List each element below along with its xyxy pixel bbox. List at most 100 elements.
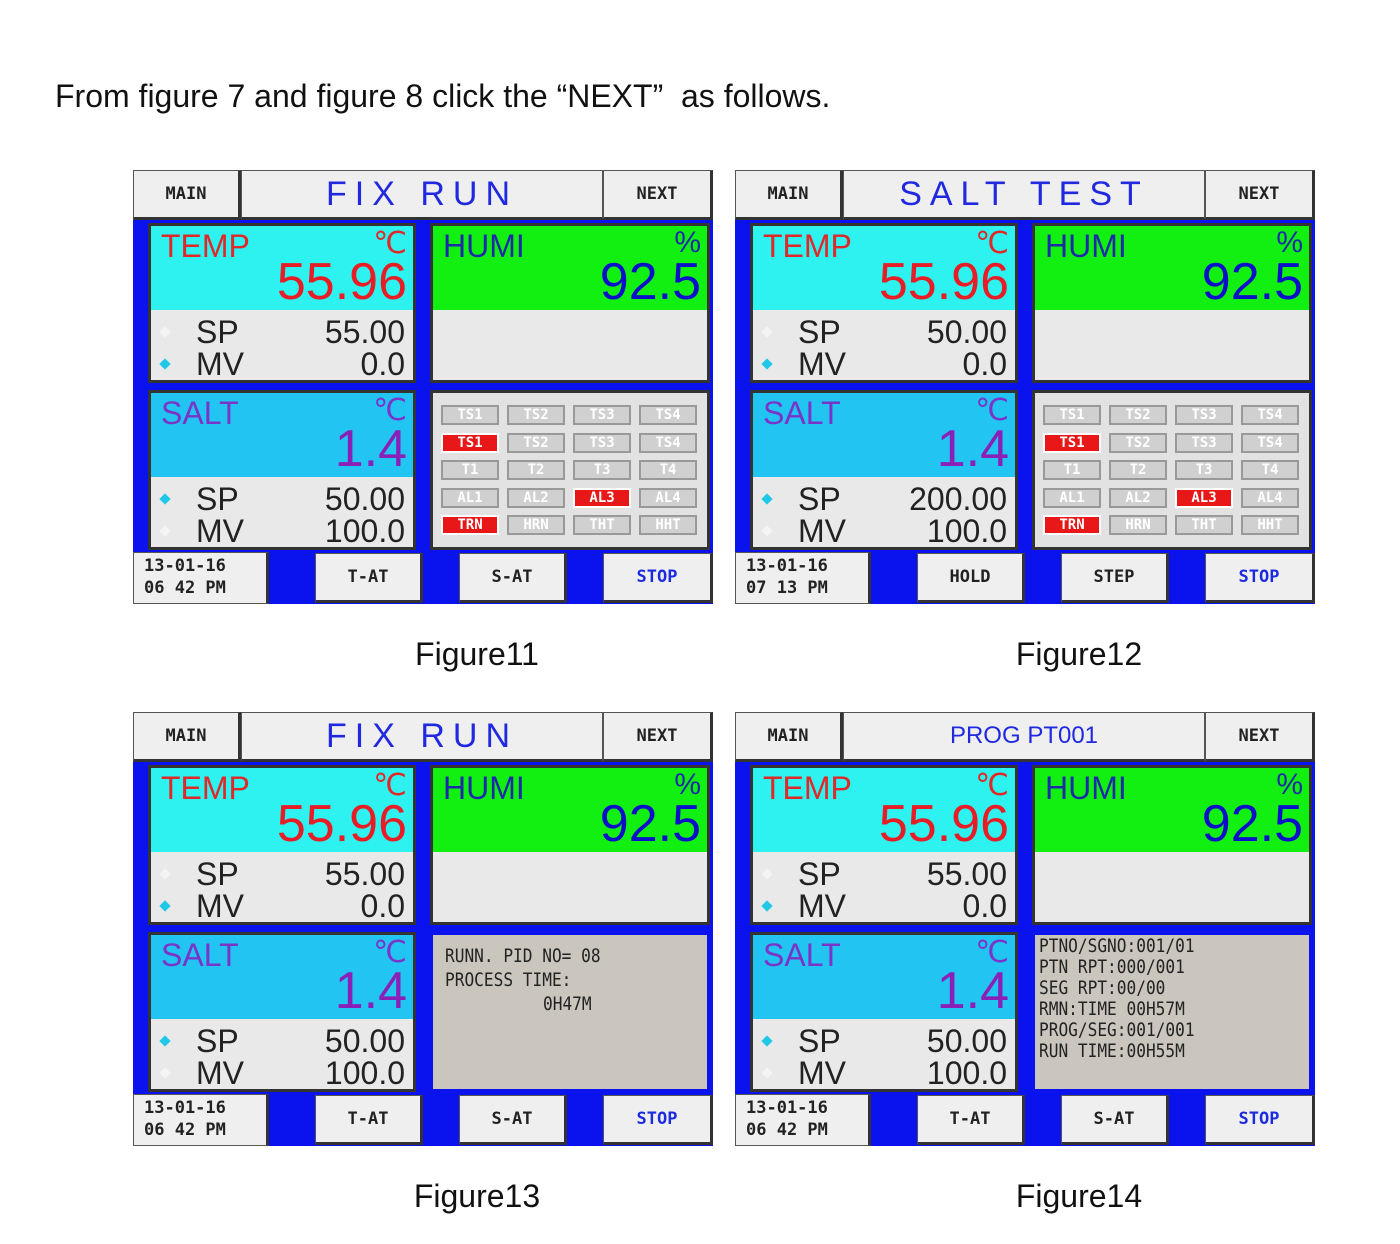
humi-value: 92.5 — [599, 795, 701, 853]
sp-label: SP — [196, 856, 239, 892]
status-indicator: T2 — [507, 460, 565, 480]
intro-text: From figure 7 and figure 8 click the “NE… — [55, 78, 831, 114]
screen-figure: MAIN FIX RUN NEXT TEMP ℃ 55.96 SP 55.00 MV 0.0 HUM… — [133, 170, 713, 604]
mv-label: MV — [196, 888, 244, 924]
control-button[interactable]: HOLD — [917, 553, 1025, 603]
status-indicator: TS1 — [1043, 405, 1101, 425]
screen-title: FIX RUN — [241, 712, 603, 762]
date-text: 13-01-16 — [746, 556, 828, 576]
status-indicator: T4 — [1241, 460, 1299, 480]
humi-unit: % — [1276, 768, 1303, 801]
status-indicator: T3 — [1175, 460, 1233, 480]
screen-title: FIX RUN — [241, 170, 603, 220]
status-indicator: HRN — [507, 515, 565, 535]
humi-unit: % — [674, 226, 701, 259]
mv-label: MV — [196, 1055, 244, 1091]
date-text: 13-01-16 — [144, 1098, 226, 1118]
sp-label: SP — [196, 314, 239, 350]
salt-label: SALT — [763, 395, 841, 431]
status-indicator: TS4 — [1241, 405, 1299, 425]
main-button[interactable]: MAIN — [133, 170, 241, 220]
sp-value: 55.00 — [324, 314, 405, 350]
sp-value: 50.00 — [926, 314, 1007, 350]
status-indicator: T1 — [1043, 460, 1101, 480]
status-indicator: AL3 — [1175, 487, 1233, 508]
screen-body: TEMP ℃ 55.96 SP 55.00 MV 0.0 HUMI% 92.5 SALT ℃ 1.4 S… — [133, 220, 713, 604]
control-button[interactable]: STOP — [603, 1095, 713, 1145]
mv-value: 0.0 — [962, 346, 1007, 382]
main-button[interactable]: MAIN — [133, 712, 241, 762]
sp-value: 55.00 — [324, 856, 405, 892]
next-button[interactable]: NEXT — [603, 170, 713, 220]
control-button[interactable]: T-AT — [315, 1095, 423, 1145]
control-button[interactable]: S-AT — [1061, 1095, 1169, 1145]
next-button[interactable]: NEXT — [1205, 170, 1315, 220]
mv-label: MV — [798, 1055, 846, 1091]
status-indicator: T2 — [1109, 460, 1167, 480]
status-indicator: TS3 — [1175, 405, 1233, 425]
status-indicator: T1 — [441, 460, 499, 480]
control-button[interactable]: S-AT — [459, 553, 567, 603]
indicator — [159, 493, 171, 505]
status-indicator: HHT — [639, 515, 697, 535]
info-line: SEG RPT:00/00 — [1039, 977, 1166, 999]
temp-unit: ℃ — [975, 769, 1009, 802]
next-button[interactable]: NEXT — [1205, 712, 1315, 762]
indicator — [761, 900, 773, 912]
temp-value: 55.96 — [276, 253, 407, 311]
temp-display: TEMP ℃ 55.96 — [151, 226, 413, 310]
main-button[interactable]: MAIN — [735, 712, 843, 762]
status-indicator: T3 — [573, 460, 631, 480]
humi-display: HUMI% 92.5 — [433, 226, 707, 310]
temp-display: TEMP ℃ 55.96 — [753, 226, 1015, 310]
control-button[interactable]: STOP — [1205, 1095, 1315, 1145]
humi-unit: % — [674, 768, 701, 801]
sp-value: 50.00 — [324, 481, 405, 517]
status-indicator: AL4 — [639, 487, 697, 508]
salt-value: 1.4 — [334, 420, 407, 478]
date-display: 13-01-16 06 42 PM — [133, 1094, 269, 1146]
salt-value: 1.4 — [334, 962, 407, 1020]
salt-panel: SALT ℃ 1.4 SP 200.00 MV 100.0 — [750, 390, 1018, 550]
salt-display: SALT ℃ 1.4 — [151, 393, 413, 477]
mv-value: 100.0 — [324, 513, 405, 549]
temp-label: TEMP — [161, 228, 250, 264]
mv-value: 100.0 — [926, 1055, 1007, 1091]
humi-value: 92.5 — [1201, 795, 1303, 853]
date-text: 13-01-16 — [144, 556, 226, 576]
salt-display: SALT ℃ 1.4 — [753, 393, 1015, 477]
status-indicator: THT — [573, 515, 631, 535]
salt-label: SALT — [161, 395, 239, 431]
humi-display: HUMI% 92.5 — [1035, 226, 1309, 310]
info-line: RMN:TIME 00H57M — [1039, 998, 1185, 1020]
info-line: PROG/SEG:001/001 — [1039, 1019, 1195, 1041]
temp-value: 55.96 — [276, 795, 407, 853]
next-button[interactable]: NEXT — [603, 712, 713, 762]
mv-value: 0.0 — [360, 346, 405, 382]
info-line: RUN TIME:00H55M — [1039, 1040, 1185, 1062]
salt-label: SALT — [161, 937, 239, 973]
control-button[interactable]: T-AT — [315, 553, 423, 603]
indicator — [159, 326, 171, 338]
status-indicator: TS2 — [1109, 432, 1167, 453]
status-indicator: AL2 — [1109, 487, 1167, 508]
humi-label: HUMI — [443, 770, 525, 806]
sp-value: 55.00 — [926, 856, 1007, 892]
salt-panel: SALT ℃ 1.4 SP 50.00 MV 100.0 — [148, 932, 416, 1092]
status-indicator: AL3 — [573, 487, 631, 508]
mv-value: 100.0 — [324, 1055, 405, 1091]
screen-body: TEMP ℃ 55.96 SP 55.00 MV 0.0 HUMI% 92.5 SALT ℃ 1.4 S… — [735, 762, 1315, 1146]
control-button[interactable]: STOP — [1205, 553, 1315, 603]
control-button[interactable]: S-AT — [459, 1095, 567, 1145]
control-button[interactable]: STEP — [1061, 553, 1169, 603]
status-indicator: THT — [1175, 515, 1233, 535]
control-button[interactable]: STOP — [603, 553, 713, 603]
mv-label: MV — [798, 888, 846, 924]
salt-value: 1.4 — [936, 962, 1009, 1020]
humi-panel: HUMI% 92.5 — [430, 765, 710, 925]
status-indicator: TS2 — [1109, 405, 1167, 425]
humi-display: HUMI% 92.5 — [1035, 768, 1309, 852]
mv-value: 0.0 — [360, 888, 405, 924]
control-button[interactable]: T-AT — [917, 1095, 1025, 1145]
main-button[interactable]: MAIN — [735, 170, 843, 220]
